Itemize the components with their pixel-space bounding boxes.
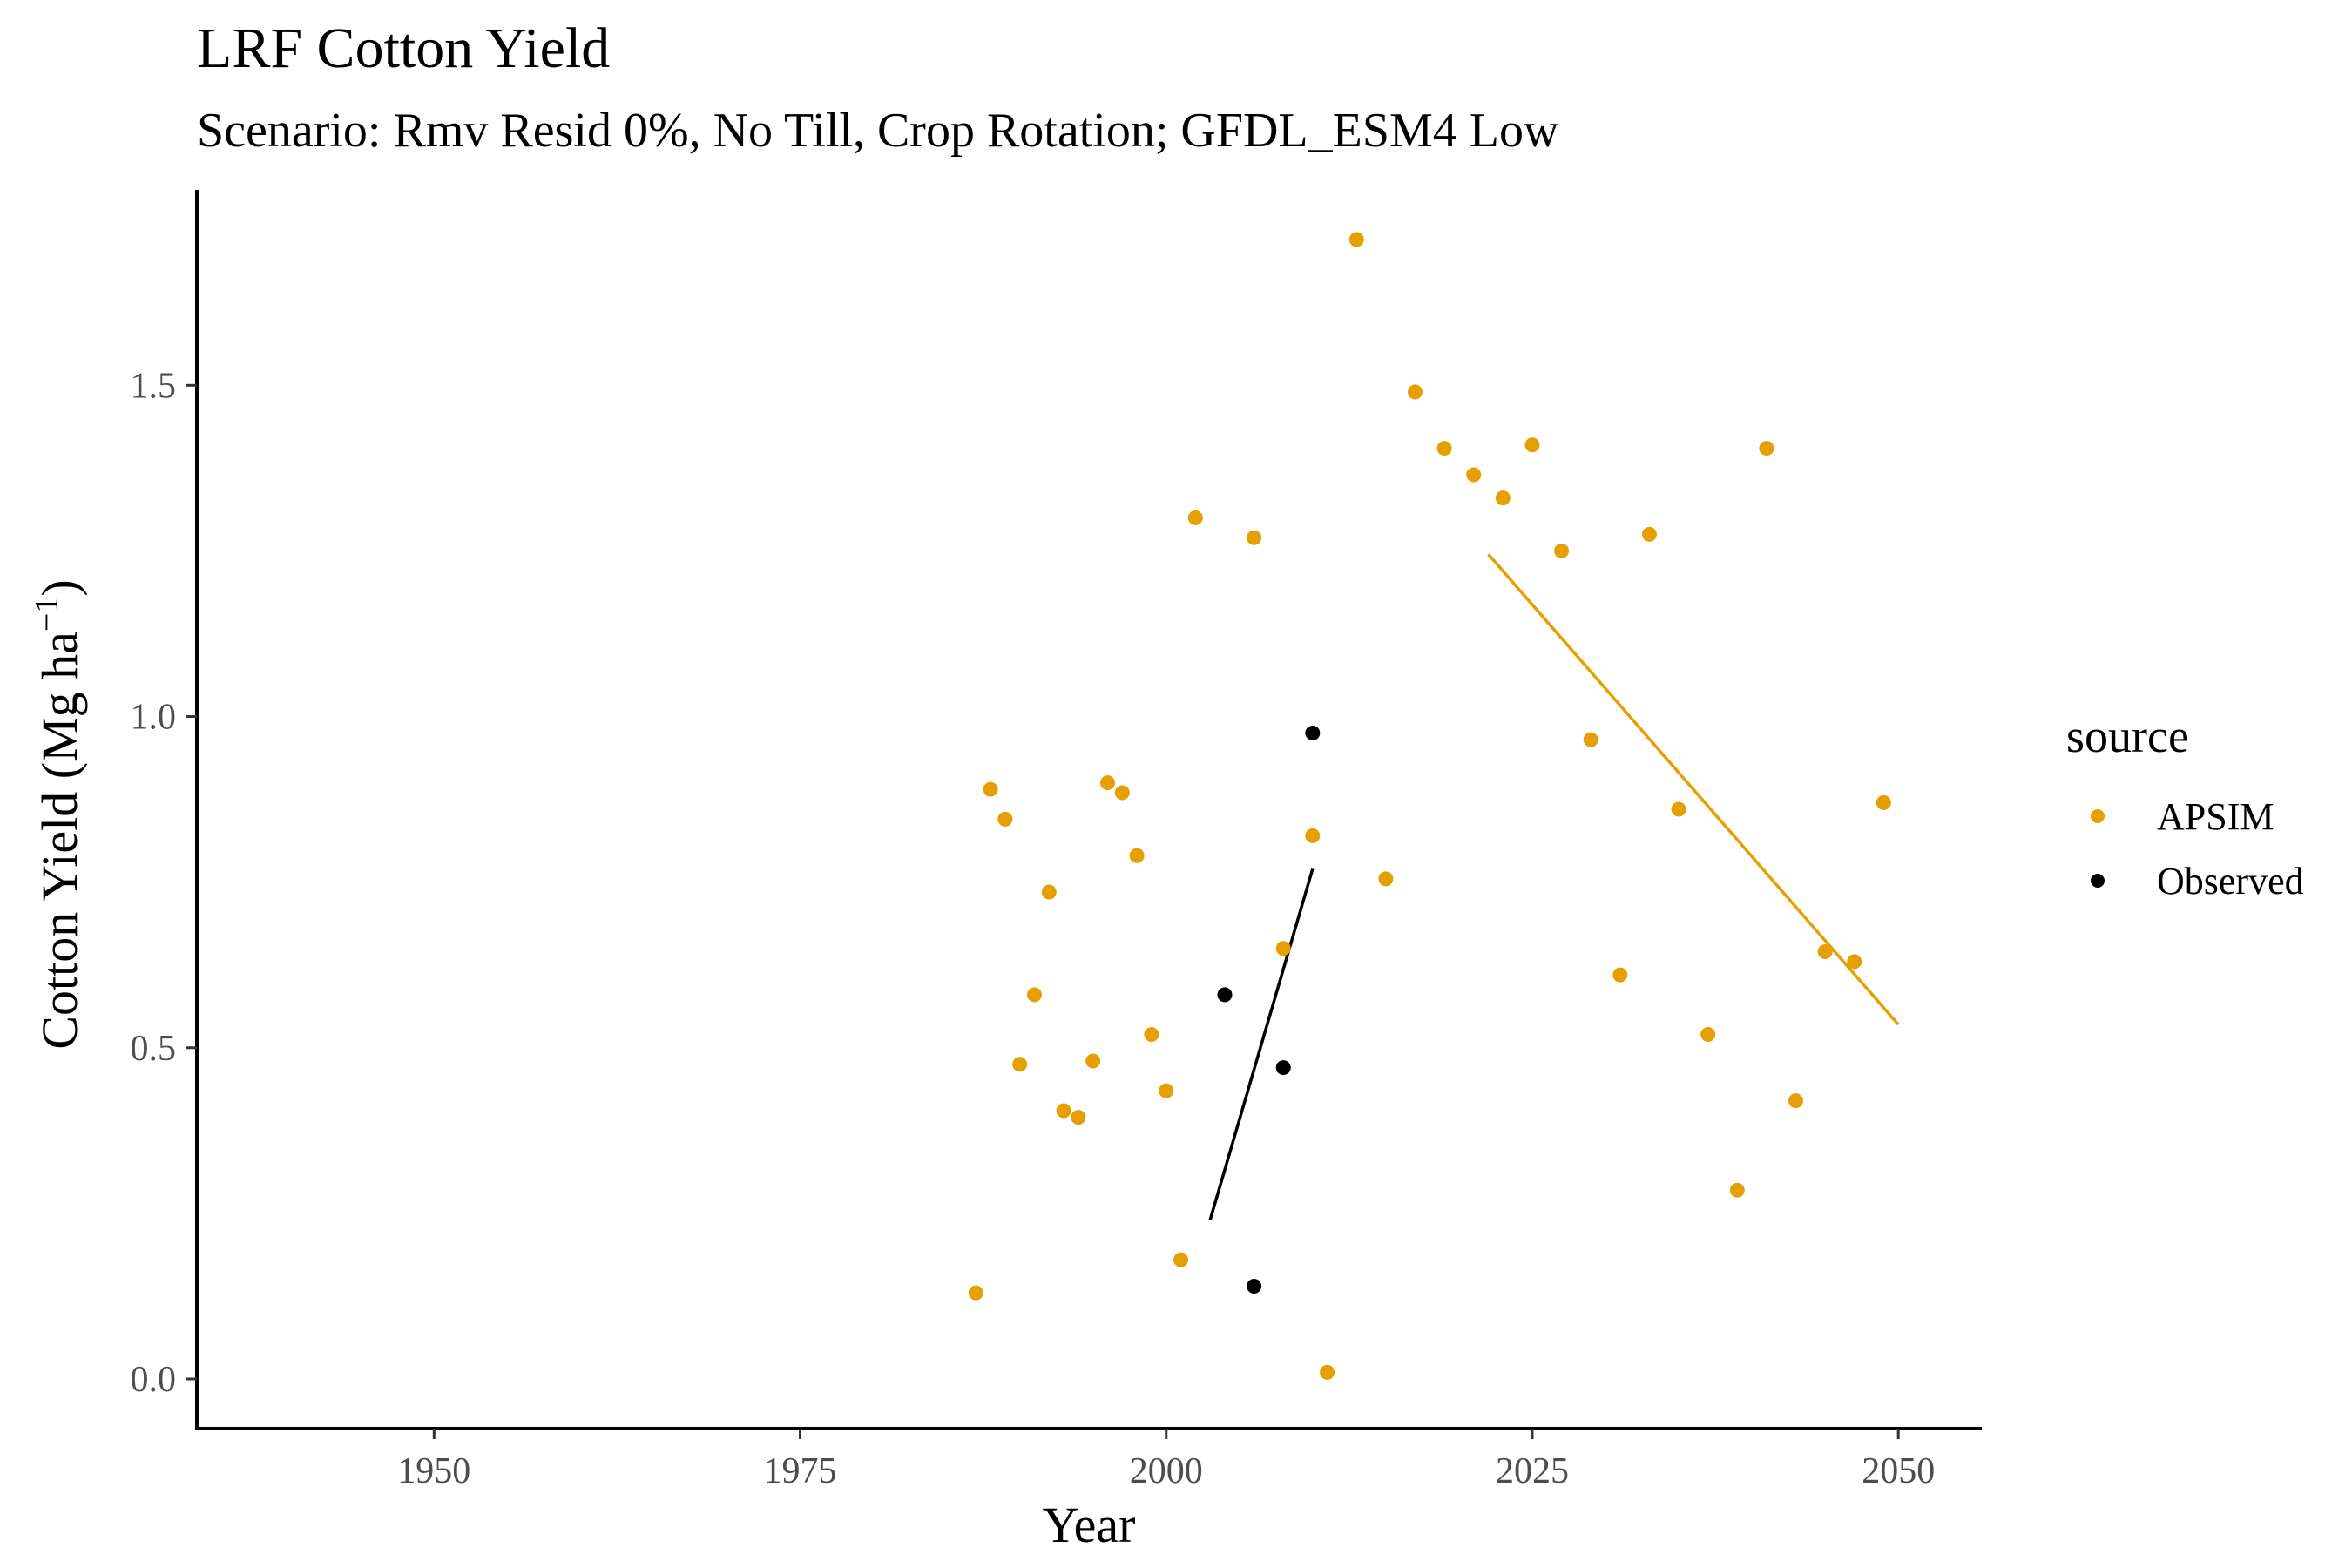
legend: source APSIM Observed (2066, 710, 2304, 902)
y-axis-title-main: Cotton Yield (Mg ha (31, 632, 88, 1050)
point-apsim (1247, 530, 1262, 545)
x-tick-label: 2025 (1496, 1451, 1569, 1491)
point-apsim (1085, 1053, 1101, 1069)
x-axis-title: Year (1043, 1497, 1136, 1553)
y-tick-label: 1.5 (131, 366, 177, 406)
point-apsim (1700, 1027, 1716, 1043)
y-tick-label: 0.5 (131, 1029, 177, 1069)
point-apsim (1071, 1110, 1086, 1125)
point-observed (1305, 726, 1321, 741)
y-tick-label: 1.0 (131, 698, 177, 738)
point-apsim (1275, 941, 1291, 956)
point-apsim (1524, 437, 1540, 453)
point-apsim (1641, 526, 1657, 542)
point-apsim (1026, 987, 1042, 1003)
point-apsim (1407, 384, 1423, 400)
point-apsim (1729, 1182, 1745, 1198)
chart-title: LRF Cotton Yield (197, 17, 611, 80)
point-apsim (1056, 1103, 1071, 1119)
y-axis-title-exponent: −1 (29, 597, 65, 632)
trend-line-observed (1208, 868, 1315, 1220)
point-apsim (1847, 954, 1862, 970)
point-apsim (1159, 1083, 1174, 1098)
legend-label-observed: Observed (2157, 860, 2304, 902)
point-apsim (997, 811, 1013, 827)
trend-line-apsim (1487, 553, 1900, 1026)
point-apsim (1100, 775, 1116, 791)
y-tick-label: 0.0 (131, 1360, 177, 1400)
legend-label-apsim: APSIM (2157, 795, 2274, 838)
point-apsim (1173, 1252, 1189, 1267)
point-apsim (1436, 441, 1452, 456)
y-axis-title-close: ) (31, 579, 88, 596)
legend-key-apsim (2091, 809, 2105, 823)
point-apsim (1466, 467, 1482, 483)
point-apsim (1495, 490, 1511, 506)
point-apsim (1876, 794, 1891, 810)
point-apsim (1129, 848, 1145, 863)
chart-subtitle: Scenario: Rmv Resid 0%, No Till, Crop Ro… (197, 104, 1559, 158)
point-apsim (1320, 1364, 1335, 1380)
point-apsim (1348, 232, 1364, 247)
point-apsim (1144, 1027, 1159, 1043)
point-apsim (1671, 801, 1686, 817)
x-axis-ticks: 1950 1975 2000 2025 2050 (397, 1429, 1935, 1491)
y-axis-ticks: 0.0 0.5 1.0 1.5 (131, 366, 197, 1400)
point-observed (1275, 1060, 1291, 1076)
legend-title: source (2066, 710, 2189, 762)
point-apsim (1554, 543, 1570, 558)
x-tick-label: 2050 (1862, 1451, 1935, 1491)
x-tick-label: 2000 (1130, 1451, 1203, 1491)
point-apsim (1788, 1093, 1804, 1109)
point-apsim (1612, 967, 1628, 983)
x-tick-label: 1950 (397, 1451, 470, 1491)
point-observed (1217, 987, 1233, 1003)
point-apsim (968, 1285, 983, 1301)
point-apsim (1041, 884, 1057, 900)
point-apsim (1187, 510, 1203, 525)
point-apsim (1583, 732, 1598, 747)
point-apsim (1378, 871, 1394, 887)
point-apsim (983, 781, 998, 797)
point-apsim (1759, 441, 1774, 456)
trend-lines (1208, 553, 1900, 1220)
x-tick-label: 1975 (764, 1451, 837, 1491)
data-points (968, 232, 1891, 1380)
point-apsim (1305, 828, 1321, 843)
point-apsim (1114, 785, 1130, 801)
legend-key-observed (2091, 874, 2105, 888)
point-apsim (1817, 943, 1833, 959)
point-apsim (1012, 1057, 1028, 1072)
point-observed (1247, 1279, 1262, 1294)
y-axis-title: Cotton Yield (Mg ha−1) (29, 579, 88, 1049)
